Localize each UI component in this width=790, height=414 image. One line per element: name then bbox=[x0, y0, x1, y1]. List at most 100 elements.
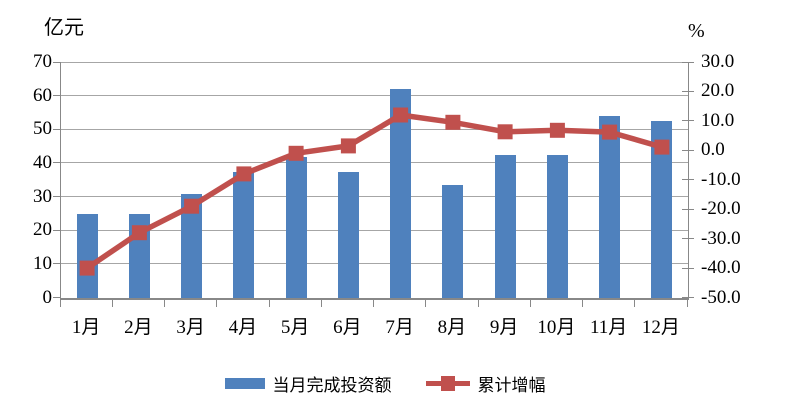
x-tick-label-2月: 2月 bbox=[124, 317, 153, 338]
bar-12月 bbox=[651, 121, 673, 298]
gridline bbox=[61, 196, 688, 198]
left-tick-label: 60 bbox=[33, 84, 52, 106]
left-tick-label: 40 bbox=[33, 151, 52, 173]
growth-line bbox=[85, 112, 663, 271]
line-marker-4月 bbox=[236, 166, 252, 182]
x-tick-mark bbox=[529, 299, 531, 307]
left-tick-mark bbox=[53, 95, 60, 97]
x-tick-mark bbox=[582, 299, 583, 307]
x-tick-mark bbox=[373, 299, 374, 307]
line-swatch-marker bbox=[440, 376, 455, 391]
x-tick-label-1月: 1月 bbox=[71, 317, 101, 338]
legend: 当月完成投资额 累计增幅 bbox=[0, 371, 770, 396]
line-marker-7月 bbox=[393, 107, 409, 123]
x-tick-label-4月: 4月 bbox=[228, 317, 258, 338]
line-marker-9月 bbox=[497, 124, 513, 140]
left-tick-mark bbox=[53, 128, 60, 130]
legend-item-line-series: 累计增幅 bbox=[425, 371, 546, 396]
bar-11月 bbox=[599, 116, 621, 298]
x-tick-label-8月: 8月 bbox=[437, 317, 467, 338]
x-tick-mark bbox=[164, 299, 165, 307]
right-axis-title: % bbox=[688, 20, 705, 42]
left-tick-label: 50 bbox=[33, 118, 52, 140]
bar-series-label: 当月完成投资额 bbox=[272, 376, 392, 395]
line-marker-5月 bbox=[288, 145, 304, 161]
growth-line-series bbox=[79, 107, 670, 276]
right-tick-mark bbox=[682, 267, 694, 269]
bar-8月 bbox=[442, 185, 464, 298]
bar-5月 bbox=[285, 156, 307, 298]
x-tick-label-11月: 11月 bbox=[589, 317, 628, 338]
left-tick-label: 30 bbox=[33, 185, 52, 207]
right-tick-mark bbox=[682, 297, 694, 298]
x-tick-label-3月: 3月 bbox=[176, 317, 205, 338]
line-marker-6月 bbox=[340, 138, 356, 154]
left-tick-mark bbox=[53, 297, 60, 298]
left-tick-label: 70 bbox=[33, 51, 52, 72]
right-tick-mark bbox=[682, 90, 694, 92]
right-tick-mark bbox=[682, 179, 694, 181]
x-tick-label-12月: 12月 bbox=[641, 317, 680, 338]
right-tick-mark bbox=[682, 61, 694, 63]
right-tick-mark bbox=[682, 149, 694, 151]
left-tick-mark bbox=[53, 229, 60, 231]
right-tick-label: -40.0 bbox=[701, 257, 741, 279]
gridline bbox=[61, 61, 688, 63]
x-tick-mark bbox=[320, 299, 322, 307]
x-tick-mark bbox=[268, 299, 270, 307]
x-tick-mark bbox=[216, 299, 218, 307]
left-tick-label: 10 bbox=[33, 252, 52, 274]
line-marker-1月 bbox=[79, 260, 95, 276]
right-tick-mark bbox=[682, 120, 694, 122]
line-series-label: 累计增幅 bbox=[477, 376, 546, 395]
right-tick-label: 10.0 bbox=[701, 109, 735, 131]
bar-7月 bbox=[390, 89, 412, 298]
right-tick-label: 0.0 bbox=[701, 139, 725, 161]
right-tick-mark bbox=[682, 208, 694, 210]
line-marker-10月 bbox=[549, 122, 565, 138]
x-tick-label-10月: 10月 bbox=[537, 317, 576, 338]
x-tick-mark bbox=[686, 299, 688, 307]
x-tick-label-7月: 7月 bbox=[385, 317, 414, 338]
gridline bbox=[61, 95, 688, 97]
bar-9月 bbox=[494, 155, 516, 298]
bar-4月 bbox=[233, 171, 255, 298]
line-marker-11月 bbox=[602, 124, 618, 140]
plot-area bbox=[60, 61, 689, 300]
bar-series-swatch bbox=[224, 378, 265, 389]
right-tick-label: 30.0 bbox=[701, 51, 735, 72]
left-tick-label: 0 bbox=[42, 286, 53, 308]
legend-item-bar-series: 当月完成投资额 bbox=[224, 371, 392, 396]
left-tick-mark bbox=[53, 162, 60, 164]
left-axis-title: 亿元 bbox=[44, 17, 84, 39]
bar-10月 bbox=[546, 155, 568, 298]
x-tick-label-9月: 9月 bbox=[489, 317, 519, 338]
right-tick-mark bbox=[682, 238, 694, 240]
right-tick-label: -10.0 bbox=[701, 168, 741, 190]
gridline bbox=[61, 263, 688, 265]
left-tick-mark bbox=[53, 263, 60, 265]
line-marker-12月 bbox=[654, 139, 670, 155]
x-tick-mark bbox=[477, 299, 479, 307]
line-marker-8月 bbox=[445, 114, 461, 130]
right-tick-label: -50.0 bbox=[701, 286, 741, 308]
left-tick-mark bbox=[53, 196, 60, 198]
gridline bbox=[61, 162, 688, 164]
bar-6月 bbox=[337, 171, 359, 298]
x-tick-mark bbox=[59, 299, 61, 307]
x-tick-mark bbox=[425, 299, 427, 307]
x-tick-label-6月: 6月 bbox=[333, 317, 362, 338]
left-tick-label: 20 bbox=[33, 219, 52, 241]
x-tick-mark bbox=[634, 299, 636, 307]
left-tick-mark bbox=[53, 61, 60, 63]
right-tick-label: -30.0 bbox=[701, 227, 741, 249]
line-series-swatch bbox=[425, 376, 470, 391]
x-tick-mark bbox=[111, 299, 113, 307]
line-marker-2月 bbox=[131, 225, 147, 241]
right-tick-label: -20.0 bbox=[701, 198, 741, 220]
right-tick-label: 20.0 bbox=[701, 80, 735, 102]
line-marker-3月 bbox=[184, 198, 200, 214]
gridline bbox=[61, 229, 688, 231]
x-tick-label-5月: 5月 bbox=[280, 317, 310, 338]
